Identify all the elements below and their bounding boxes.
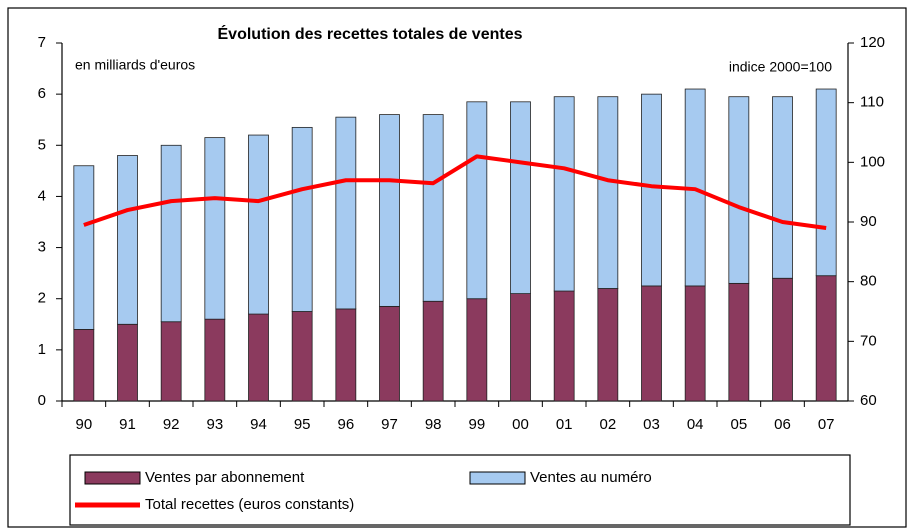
bar [641,93,662,287]
bar [510,101,531,295]
y2-tick-label: 80 [860,273,877,290]
line [83,154,827,230]
x-tick-label: 05 [730,416,747,433]
bar [204,318,226,402]
bar [466,298,488,402]
y2-axis-label: indice 2000=100 [729,59,832,75]
x-tick-label: 06 [774,416,791,433]
bar [553,290,575,402]
x-tick-label: 95 [294,416,311,433]
y-axis-label: en milliards d'euros [75,57,195,73]
bar [291,126,313,312]
y-tick-label: 2 [38,290,46,307]
x-tick-label: 91 [119,416,136,433]
bar [815,88,837,277]
y-tick-label: 0 [38,392,46,409]
bar [291,311,313,402]
bar [379,114,400,307]
bar [772,96,793,279]
legend-swatch [469,471,526,485]
bar [117,323,138,402]
x-tick-label: 01 [556,416,573,433]
y-tick-label: 4 [38,187,46,204]
x-tick-label: 07 [818,416,835,433]
x-tick-label: 92 [163,416,180,433]
y-tick-label: 3 [38,239,46,256]
bar [553,96,575,292]
legend-swatch [84,471,141,485]
y-tick-label: 1 [38,341,46,358]
bar [248,313,269,402]
bar [160,321,182,402]
bar [422,114,444,302]
legend-label: Total recettes (euros constants) [145,496,354,513]
y2-tick-label: 120 [860,34,885,51]
bar [160,144,182,323]
bar [379,305,400,402]
chart-frame [7,7,907,528]
x-tick-label: 94 [250,416,267,433]
bar [684,285,706,402]
y-tick-label: 6 [38,85,46,102]
y2-tick-label: 100 [860,153,885,170]
bar [73,328,95,402]
y2-tick-label: 70 [860,332,877,349]
bar [204,137,226,320]
x-tick-label: 93 [206,416,223,433]
bar [335,308,357,402]
x-tick-label: 90 [75,416,92,433]
bar [728,96,750,284]
bar [815,275,837,402]
bar [772,277,793,402]
y2-tick-label: 60 [860,392,877,409]
bar [641,285,662,402]
x-tick-label: 04 [687,416,704,433]
chart-title: Évolution des recettes totales de ventes [218,24,523,43]
x-tick-label: 00 [512,416,529,433]
x-tick-label: 96 [337,416,354,433]
x-tick-label: 03 [643,416,660,433]
x-tick-label: 98 [425,416,442,433]
legend-label: Ventes par abonnement [145,469,305,486]
bar [117,155,138,325]
bar [73,165,95,330]
bar [335,116,357,310]
bar [510,293,531,402]
legend-label: Ventes au numéro [530,469,652,486]
bar [597,96,619,289]
y-tick-label: 5 [38,136,46,153]
y-tick-label: 7 [38,34,46,51]
bar [597,288,619,402]
y2-tick-label: 90 [860,213,877,230]
bar [248,134,269,315]
y2-tick-label: 110 [860,94,884,111]
legend-box [69,454,851,526]
x-tick-label: 02 [599,416,616,433]
bar [466,101,488,300]
x-tick-label: 97 [381,416,398,433]
bar [728,282,750,402]
bar [422,300,444,402]
x-tick-label: 99 [468,416,485,433]
